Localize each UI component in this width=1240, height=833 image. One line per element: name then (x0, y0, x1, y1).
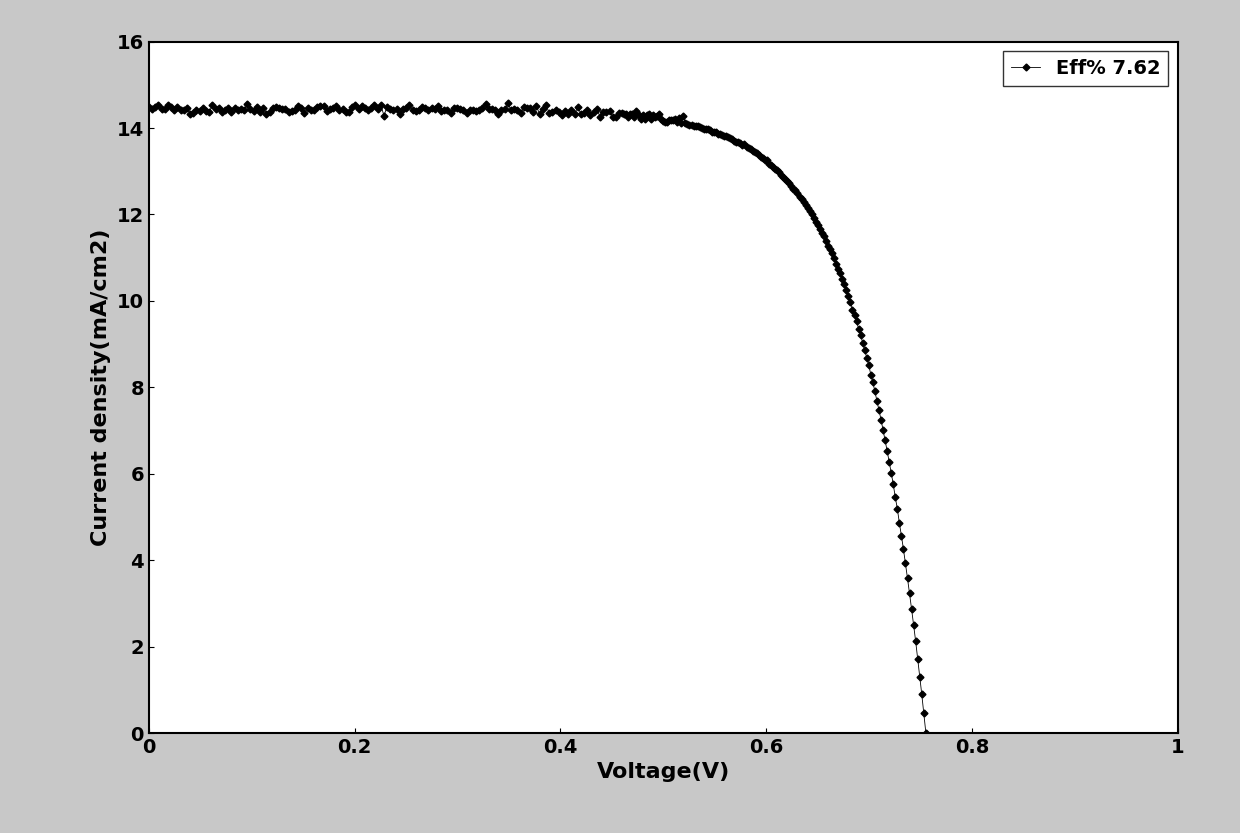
Eff% 7.62 (919, 728, 934, 738)
Eff% 7.62 (164, 102, 179, 112)
Legend: Eff% 7.62: Eff% 7.62 (1003, 52, 1168, 86)
Eff% 7.62 (141, 102, 156, 112)
Eff% 7.62 (694, 123, 709, 133)
X-axis label: Voltage(V): Voltage(V) (596, 762, 730, 782)
Y-axis label: Current density(mA/cm2): Current density(mA/cm2) (91, 228, 112, 546)
Eff% 7.62 (637, 114, 652, 124)
Eff% 7.62 (792, 192, 807, 202)
Line: Eff% 7.62: Eff% 7.62 (146, 101, 929, 736)
Eff% 7.62 (857, 345, 872, 355)
Eff% 7.62 (501, 98, 516, 108)
Eff% 7.62 (450, 103, 465, 113)
